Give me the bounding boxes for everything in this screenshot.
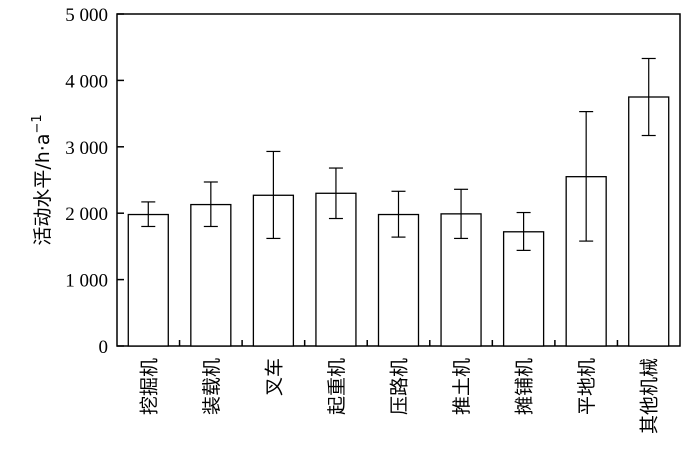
y-axis: 0 1 000 2 000 3 000 4 000 5 000 xyxy=(65,5,124,358)
x-category-label: 推土机 xyxy=(451,358,473,415)
bar xyxy=(628,96,670,347)
y-axis-label-superscript: −1 xyxy=(30,114,45,133)
x-axis: 挖掘机 装载机 叉车 起重机 压路机 推土机 摊铺机 平地机 其他机械 xyxy=(138,340,661,434)
y-tick-label: 4 000 xyxy=(65,71,108,92)
x-category-label: 装载机 xyxy=(201,358,223,415)
y-axis-label-text: 活动水平/h·a xyxy=(32,134,54,246)
bar xyxy=(190,203,232,347)
y-axis-label: 活动水平/h·a−1 xyxy=(30,114,54,245)
x-category-label: 其他机械 xyxy=(639,358,661,434)
y-tick-label: 5 000 xyxy=(65,5,108,26)
y-tick-label: 0 xyxy=(99,337,109,358)
x-category-label: 摊铺机 xyxy=(514,358,536,415)
bar xyxy=(377,213,420,347)
y-tick-label: 1 000 xyxy=(65,271,108,292)
error-bars-layer xyxy=(141,57,656,251)
y-tick-label: 3 000 xyxy=(65,138,108,159)
x-category-label: 压路机 xyxy=(389,358,411,415)
x-category-label: 起重机 xyxy=(326,358,348,415)
x-category-label: 挖掘机 xyxy=(138,358,160,415)
x-category-label: 叉车 xyxy=(263,358,285,396)
y-tick-label: 2 000 xyxy=(65,204,108,225)
x-category-label: 平地机 xyxy=(576,358,598,415)
bar xyxy=(127,213,169,347)
